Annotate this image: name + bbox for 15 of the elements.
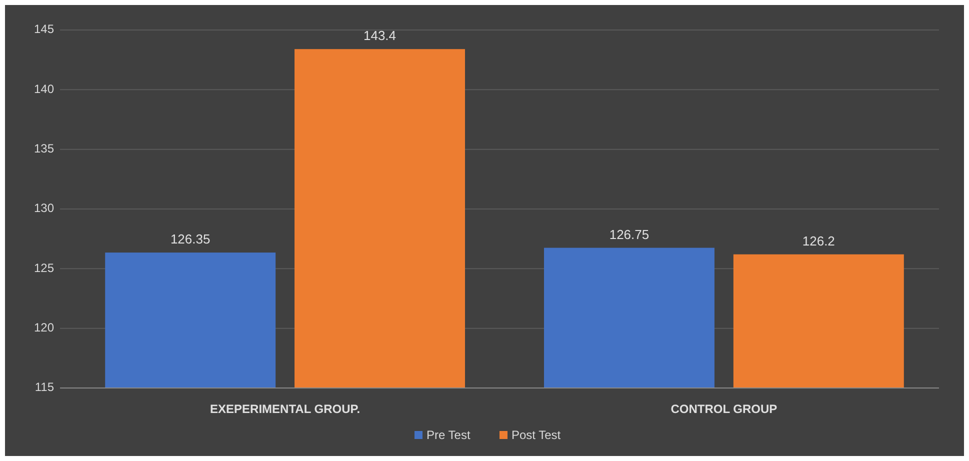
x-tick-label: EXEPERIMENTAL GROUP.: [210, 402, 360, 416]
y-tick-label: 145: [34, 22, 54, 36]
y-tick-label: 125: [34, 260, 54, 275]
y-tick-label: 140: [34, 82, 54, 96]
x-tick-label: CONTROL GROUP: [670, 402, 778, 416]
legend-label: Pre Test: [426, 428, 471, 442]
y-tick-label: 120: [34, 320, 54, 335]
y-tick-label: 130: [34, 201, 54, 216]
legend-label: Post Test: [512, 428, 562, 442]
y-tick-label: 115: [34, 380, 54, 394]
data-label: 126.35: [170, 232, 210, 247]
data-label: 126.2: [802, 233, 835, 248]
y-tick-label: 135: [34, 142, 54, 156]
data-label: 143.4: [363, 28, 396, 44]
data-label: 126.75: [609, 226, 650, 242]
